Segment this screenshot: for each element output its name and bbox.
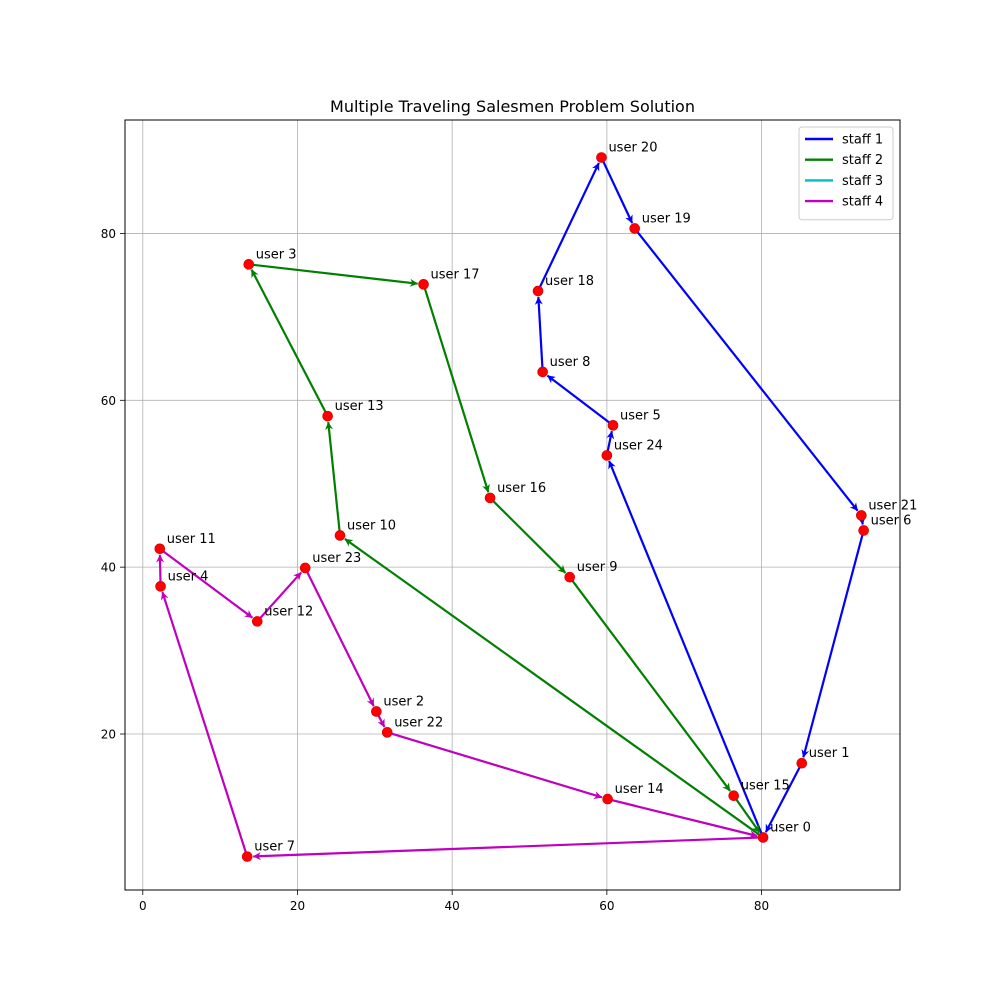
route-segment: [546, 374, 614, 427]
user-node: [537, 366, 548, 378]
user-node: [299, 562, 311, 574]
route-segment: [386, 731, 603, 799]
node-label: user 20: [608, 141, 657, 156]
route-segment: [256, 571, 303, 623]
user-node: [334, 530, 346, 541]
y-tick-label: 40: [101, 561, 116, 575]
y-tick-label: 60: [101, 394, 116, 408]
user-node: [251, 616, 263, 627]
node-label: user 8: [550, 355, 591, 370]
node-label: user 2: [383, 694, 424, 709]
route-segment: [534, 296, 544, 373]
node-label: user 14: [615, 782, 664, 797]
node-label: user 4: [168, 569, 209, 584]
route-lines: [156, 157, 866, 861]
user-node: [607, 420, 619, 431]
user-node: [322, 410, 333, 422]
route-segment: [344, 538, 764, 839]
legend-label: staff 2: [842, 153, 883, 168]
user-node: [418, 279, 429, 290]
node-label: user 17: [431, 267, 480, 282]
route-segment: [160, 591, 249, 857]
node-label: user 7: [254, 840, 295, 855]
node-label: user 15: [741, 779, 790, 794]
user-nodes: [154, 152, 869, 862]
user-node: [243, 259, 255, 270]
node-label: user 23: [312, 551, 361, 566]
user-node: [381, 727, 393, 738]
route-segment: [764, 762, 803, 833]
y-tick-label: 20: [101, 727, 116, 741]
user-node: [564, 571, 576, 583]
route-segment: [801, 530, 865, 758]
y-tick-label: 80: [101, 227, 116, 241]
user-node: [154, 543, 166, 555]
node-label: user 5: [620, 408, 661, 423]
legend: staff 1 staff 2 staff 3 staff 4: [798, 126, 894, 221]
user-node: [596, 152, 607, 163]
user-node: [856, 510, 867, 521]
x-tick-label: 40: [445, 899, 460, 913]
route-segment: [633, 227, 859, 512]
node-label: user 3: [256, 247, 297, 262]
node-label: user 16: [497, 481, 546, 496]
route-segment: [489, 497, 567, 574]
route-segment: [422, 284, 490, 493]
route-segment: [250, 269, 329, 417]
user-node: [728, 790, 740, 802]
route-segment: [325, 421, 342, 536]
route-segment: [304, 567, 375, 707]
route-segment: [600, 157, 634, 224]
x-tick-label: 20: [290, 899, 305, 913]
node-label: user 18: [545, 274, 594, 289]
node-label: user 9: [577, 560, 618, 575]
legend-label: staff 4: [842, 195, 883, 210]
x-tick-label: 0: [139, 899, 147, 913]
route-segment: [159, 547, 254, 619]
node-label: user 22: [394, 715, 443, 730]
chart-title: Multiple Traveling Salesmen Problem Solu…: [330, 97, 695, 116]
route-segment: [607, 798, 758, 839]
user-node: [858, 525, 869, 536]
legend-label: staff 1: [842, 133, 883, 148]
user-node: [155, 581, 166, 592]
user-node: [241, 851, 253, 862]
node-label: user 24: [614, 438, 663, 453]
user-node: [484, 492, 496, 504]
node-label: user 0: [770, 820, 811, 835]
user-node: [532, 285, 544, 297]
route-segment: [248, 263, 418, 287]
grid-lines: [125, 120, 900, 890]
route-segment: [568, 576, 731, 792]
user-node: [629, 223, 641, 234]
node-label: user 10: [347, 518, 396, 533]
node-label: user 13: [335, 399, 384, 414]
legend-box: [798, 126, 894, 221]
plot-area-frame: [124, 119, 901, 891]
user-node: [757, 832, 769, 843]
route-segment: [252, 836, 764, 861]
node-label: user 12: [264, 604, 313, 619]
x-tick-label: 80: [754, 899, 769, 913]
x-tick-label: 60: [599, 899, 614, 913]
user-node: [371, 706, 382, 717]
node-label: user 21: [868, 498, 917, 513]
user-node: [602, 793, 613, 805]
axis-ticks: 0 20 40 60 80 20 40 60 80: [101, 227, 769, 913]
node-label: user 6: [871, 513, 912, 528]
node-label: user 19: [642, 211, 691, 226]
route-segment: [608, 460, 765, 838]
user-node: [601, 450, 613, 461]
legend-label: staff 3: [842, 174, 883, 189]
user-node: [796, 757, 808, 769]
route-segment: [537, 162, 600, 292]
route-segment: [732, 795, 761, 834]
node-label: user 1: [809, 746, 850, 761]
node-labels: user 0 user 1 user 2 user 3 user 4 user 5 user…: [167, 141, 918, 855]
node-label: user 11: [167, 532, 216, 547]
